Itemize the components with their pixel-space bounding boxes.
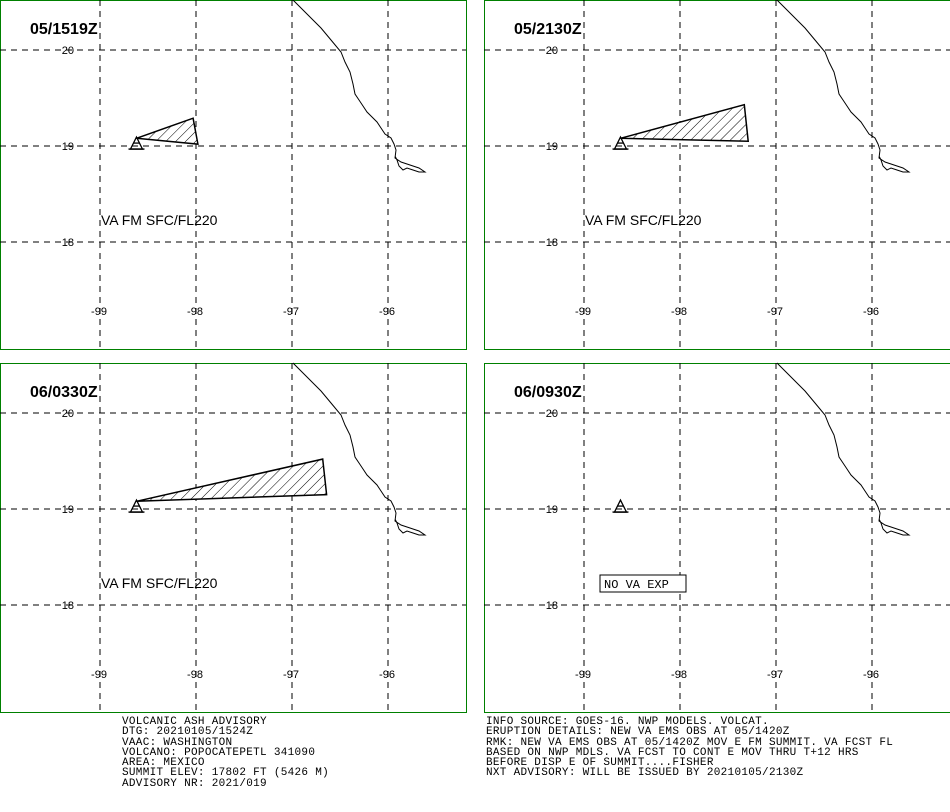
latitude-tick-label: 18 — [546, 237, 558, 249]
longitude-tick-label: -97 — [283, 669, 299, 681]
advisory-line: SUMMIT ELEV: 17802 FT (5426 M) — [122, 767, 330, 780]
longitude-tick-label: -99 — [91, 306, 107, 318]
latitude-tick-label: 20 — [62, 408, 74, 420]
ash-cloud-polygon — [136, 458, 328, 503]
coastline — [292, 362, 427, 536]
forecast-time-label: 06/0930Z — [514, 384, 582, 401]
longitude-tick-label: -99 — [91, 669, 107, 681]
advisory-line: ERUPTION DETAILS: NEW VA EMS OBS AT 05/1… — [486, 726, 790, 739]
longitude-tick-label: -97 — [767, 669, 783, 681]
map-panel-2: 20 19 18 -99 -98 -97 -96 05/2130Z VA FM SFC/FL22… — [484, 0, 950, 350]
longitude-tick-label: -96 — [863, 306, 879, 318]
advisory-header-left: VOLCANIC ASH ADVISORY DTG: 20210105/1524… — [122, 716, 330, 790]
longitude-tick-label: -99 — [575, 669, 591, 681]
latitude-tick-label: 19 — [546, 504, 558, 516]
volcano-icon — [128, 498, 145, 513]
advisory-line: ADVISORY NR: 2021/019 — [122, 777, 267, 790]
longitude-tick-label: -98 — [187, 669, 203, 681]
latitude-tick-label: 18 — [546, 600, 558, 612]
advisory-line: NXT ADVISORY: WILL BE ISSUED BY 20210105… — [486, 767, 804, 780]
longitude-tick-label: -98 — [671, 669, 687, 681]
coastline — [776, 362, 911, 536]
forecast-time-label: 05/2130Z — [514, 21, 582, 38]
longitude-tick-label: -96 — [863, 669, 879, 681]
advisory-line: DTG: 20210105/1524Z — [122, 726, 254, 739]
longitude-tick-label: -96 — [379, 306, 395, 318]
forecast-time-label: 06/0330Z — [30, 384, 98, 401]
longitude-tick-label: -97 — [283, 306, 299, 318]
map-panel-1: 20 19 18 -99 -98 -97 -96 05/1519Z VA FM SFC/FL22… — [0, 0, 467, 350]
longitude-tick-label: -96 — [379, 669, 395, 681]
coastline — [776, 0, 911, 173]
advisory-line: AREA: MEXICO — [122, 757, 205, 770]
advisory-line: BASED ON NWP MDLS. VA FCST TO CONT E MOV… — [486, 746, 859, 759]
advisory-line: VOLCANO: POPOCATEPETL 341090 — [122, 746, 316, 759]
volcano-icon — [612, 135, 629, 150]
latitude-tick-label: 19 — [546, 141, 558, 153]
no-va-label: NO VA EXP — [604, 578, 669, 592]
forecast-time-label: 05/1519Z — [30, 21, 98, 38]
advisory-details-right: INFO SOURCE: GOES-16. NWP MODELS. VOLCAT… — [486, 716, 894, 780]
latitude-tick-label: 18 — [62, 600, 74, 612]
map-panel-3: 20 19 18 -99 -98 -97 -96 06/0330Z VA FM SFC/FL22… — [0, 362, 467, 713]
advisory-map-graphic: 20 19 18 -99 -98 -97 -96 05/1519Z VA FM SFC/FL22… — [0, 0, 950, 713]
ash-cloud-polygon — [136, 117, 199, 145]
volcano-icon — [612, 498, 629, 513]
longitude-tick-label: -98 — [671, 306, 687, 318]
coastline — [292, 0, 427, 173]
advisory-line: INFO SOURCE: GOES-16. NWP MODELS. VOLCAT… — [486, 716, 769, 728]
latitude-tick-label: 19 — [62, 141, 74, 153]
map-panel-4: 20 19 18 -99 -98 -97 -96 06/0930Z NO VA EXP — [484, 362, 950, 713]
longitude-tick-label: -99 — [575, 306, 591, 318]
latitude-tick-label: 20 — [546, 408, 558, 420]
va-level-label: VA FM SFC/FL220 — [101, 212, 218, 228]
latitude-tick-label: 19 — [62, 504, 74, 516]
no-va-box — [599, 574, 687, 593]
panel-frame — [0, 363, 467, 713]
advisory-line: VOLCANIC ASH ADVISORY — [122, 716, 267, 728]
panel-frame — [0, 0, 467, 350]
va-level-label: VA FM SFC/FL220 — [101, 575, 218, 591]
latitude-tick-label: 20 — [62, 45, 74, 57]
advisory-line: RMK: NEW VA EMS OBS AT 05/1420Z MOV E FM… — [486, 736, 894, 749]
latitude-tick-label: 18 — [62, 237, 74, 249]
longitude-tick-label: -98 — [187, 306, 203, 318]
longitude-tick-label: -97 — [767, 306, 783, 318]
advisory-line: VAAC: WASHINGTON — [122, 736, 233, 749]
volcano-icon — [128, 135, 145, 150]
advisory-line: BEFORE DISP E OF SUMMIT....FISHER — [486, 757, 714, 770]
va-level-label: VA FM SFC/FL220 — [585, 212, 702, 228]
ash-cloud-polygon — [620, 103, 750, 142]
latitude-tick-label: 20 — [546, 45, 558, 57]
